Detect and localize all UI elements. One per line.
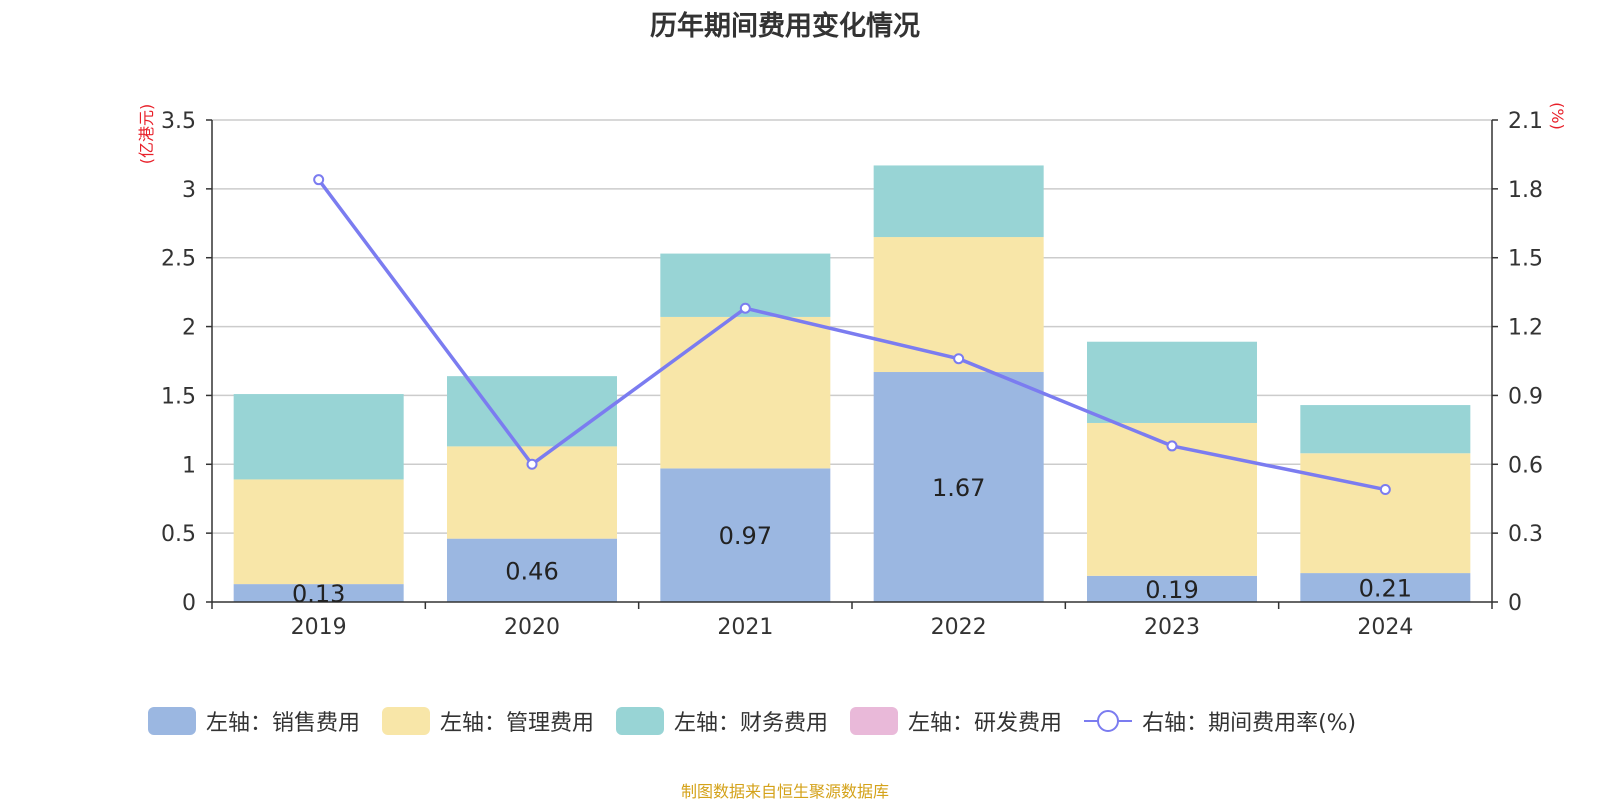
legend-label: 左轴：管理费用 bbox=[440, 711, 595, 736]
x-axis-tick-label: 2022 bbox=[931, 615, 987, 640]
x-axis-tick-label: 2024 bbox=[1357, 615, 1413, 640]
left-axis-tick-label: 2 bbox=[182, 316, 196, 341]
legend-swatch bbox=[616, 707, 665, 735]
x-axis-tick-label: 2021 bbox=[717, 615, 773, 640]
right-axis-tick-label: 1.8 bbox=[1508, 178, 1543, 203]
bar-segment-2 bbox=[873, 237, 1044, 373]
right-axis-tick-label: 0.9 bbox=[1508, 384, 1543, 409]
left-axis-tick-label: 1.5 bbox=[161, 384, 196, 409]
x-axis-tick-label: 2023 bbox=[1144, 615, 1200, 640]
left-axis-tick-label: 0 bbox=[182, 591, 196, 616]
rate-line-point bbox=[526, 458, 538, 470]
bar-segment-1 bbox=[233, 584, 404, 602]
bar-data-label: 0.19 bbox=[1145, 576, 1198, 604]
bar-segment-2 bbox=[660, 316, 831, 469]
left-axis-unit-label: (亿港元) bbox=[137, 104, 156, 165]
rate-line-path bbox=[317, 178, 1386, 492]
left-axis-tick-label: 3.5 bbox=[161, 109, 196, 134]
legend-item-1[interactable]: 左轴：销售费用 bbox=[148, 705, 360, 737]
right-axis-tick-label: 1.5 bbox=[1508, 247, 1543, 272]
legend-swatch bbox=[382, 707, 431, 735]
right-axis-tick-label: 1.2 bbox=[1508, 316, 1543, 341]
legend-label: 右轴：期间费用率(%) bbox=[1142, 711, 1357, 736]
legend-item-2[interactable]: 左轴：管理费用 bbox=[382, 705, 594, 737]
right-axis-tick-label: 0 bbox=[1508, 591, 1522, 616]
bar-segment-3 bbox=[1300, 405, 1471, 454]
expense-rate-line bbox=[313, 174, 1391, 496]
x-axis-tick-label: 2020 bbox=[504, 615, 560, 640]
legend-line-marker-icon bbox=[1084, 710, 1133, 732]
legend-swatch bbox=[850, 707, 899, 735]
legend-label: 左轴：财务费用 bbox=[674, 711, 829, 736]
right-axis-unit-label: (%) bbox=[1548, 102, 1567, 130]
bar-data-label: 0.46 bbox=[505, 557, 558, 585]
bar-data-label: 0.21 bbox=[1359, 575, 1412, 603]
bar-segment-1 bbox=[1300, 573, 1471, 602]
legend-label: 左轴：销售费用 bbox=[206, 711, 361, 736]
legend-swatch bbox=[148, 707, 196, 735]
bar-segment-2 bbox=[233, 479, 404, 585]
bar-segment-3 bbox=[233, 394, 404, 480]
rate-line-point bbox=[953, 353, 965, 365]
axes: 0 0.5 1 1.5 2 2.5 3 3.5 0 0.3 0.6 0.9 1.2 1.5 1.8 2.1 20… bbox=[161, 109, 1543, 640]
data-labels: 0.13 0.46 0.97 1.67 0.19 0.21 bbox=[292, 474, 1412, 608]
legend-label: 左轴：研发费用 bbox=[908, 711, 1063, 736]
rate-line-point bbox=[739, 302, 751, 314]
bar-segment-3 bbox=[1087, 341, 1257, 423]
bar-segment-1 bbox=[660, 468, 831, 602]
rate-line-point bbox=[1379, 484, 1391, 496]
bar-segment-3 bbox=[873, 165, 1044, 238]
left-axis-tick-label: 3 bbox=[182, 178, 196, 203]
source-note: 制图数据来自恒生聚源数据库 bbox=[680, 782, 889, 801]
right-axis-tick-label: 0.6 bbox=[1508, 453, 1543, 478]
bar-segment-2 bbox=[1300, 453, 1471, 574]
rate-line-point bbox=[313, 174, 325, 186]
bar-segment-1 bbox=[1087, 575, 1257, 602]
x-axis-tick-label: 2019 bbox=[291, 615, 347, 640]
right-axis-tick-label: 2.1 bbox=[1508, 109, 1543, 134]
legend-line-circle bbox=[1097, 710, 1120, 732]
bar-data-label: 0.13 bbox=[292, 580, 345, 608]
legend: 左轴：销售费用 左轴：管理费用 左轴：财务费用 左轴：研发费用 右轴：期间费用率(%) bbox=[148, 704, 1378, 738]
bar-data-label: 0.97 bbox=[719, 522, 772, 550]
legend-item-3[interactable]: 左轴：财务费用 bbox=[616, 705, 828, 737]
bar-data-label: 1.67 bbox=[932, 474, 985, 502]
left-axis-tick-label: 1 bbox=[182, 453, 196, 478]
grid-lines bbox=[212, 119, 1492, 534]
bar-segment-1 bbox=[873, 372, 1044, 602]
rate-line-point bbox=[1166, 440, 1178, 452]
legend-item-rate[interactable]: 右轴：期间费用率(%) bbox=[1084, 705, 1356, 737]
legend-item-4[interactable]: 左轴：研发费用 bbox=[850, 705, 1062, 737]
left-axis-tick-label: 0.5 bbox=[161, 522, 196, 547]
right-axis-tick-label: 0.3 bbox=[1508, 522, 1543, 547]
left-axis-tick-label: 2.5 bbox=[161, 247, 196, 272]
chart-title: 历年期间费用变化情况 bbox=[650, 11, 920, 42]
bar-segment-1 bbox=[447, 538, 617, 602]
stacked-bars bbox=[233, 165, 1471, 602]
